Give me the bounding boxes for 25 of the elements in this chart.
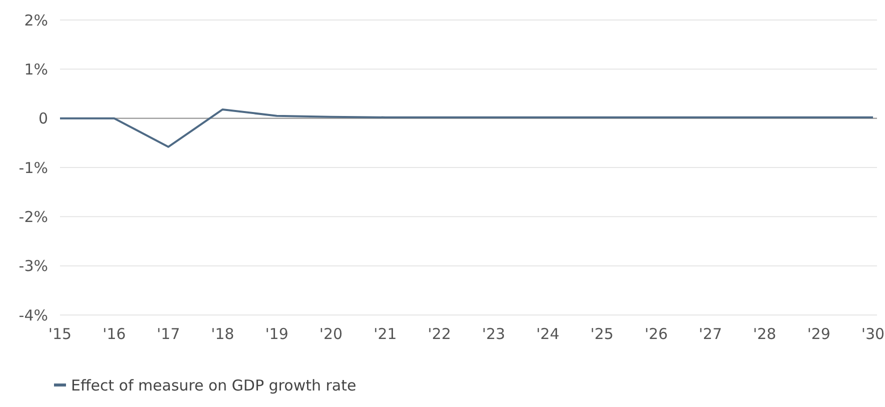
y-tick-label: -4% <box>18 306 48 324</box>
x-tick-label: '24 <box>536 325 560 343</box>
y-tick-label: 1% <box>24 60 48 78</box>
x-tick-label: '27 <box>698 325 722 343</box>
x-tick-label: '25 <box>590 325 614 343</box>
x-tick-label: '22 <box>428 325 452 343</box>
x-tick-label: '21 <box>374 325 397 343</box>
x-tick-label: '16 <box>102 325 126 343</box>
x-tick-label: '20 <box>319 325 343 343</box>
y-tick-label: 2% <box>24 11 48 30</box>
y-tick-label: -2% <box>18 208 48 226</box>
y-tick-label: 0 <box>38 110 48 128</box>
x-tick-label: '23 <box>482 325 506 343</box>
x-tick-label: '26 <box>644 325 668 343</box>
x-tick-label: '18 <box>210 325 234 343</box>
line-series <box>59 108 874 148</box>
x-tick-label: '19 <box>265 325 288 343</box>
x-tick-label: '28 <box>752 325 776 343</box>
legend-label: Effect of measure on GDP growth rate <box>71 376 356 394</box>
x-tick-label: '15 <box>48 325 72 343</box>
x-tick-label: '17 <box>156 325 180 343</box>
x-tick-label: '30 <box>861 325 885 343</box>
y-tick-label: -1% <box>18 158 48 177</box>
y-tick-label: -3% <box>18 257 48 276</box>
x-tick-label: '29 <box>807 325 830 343</box>
